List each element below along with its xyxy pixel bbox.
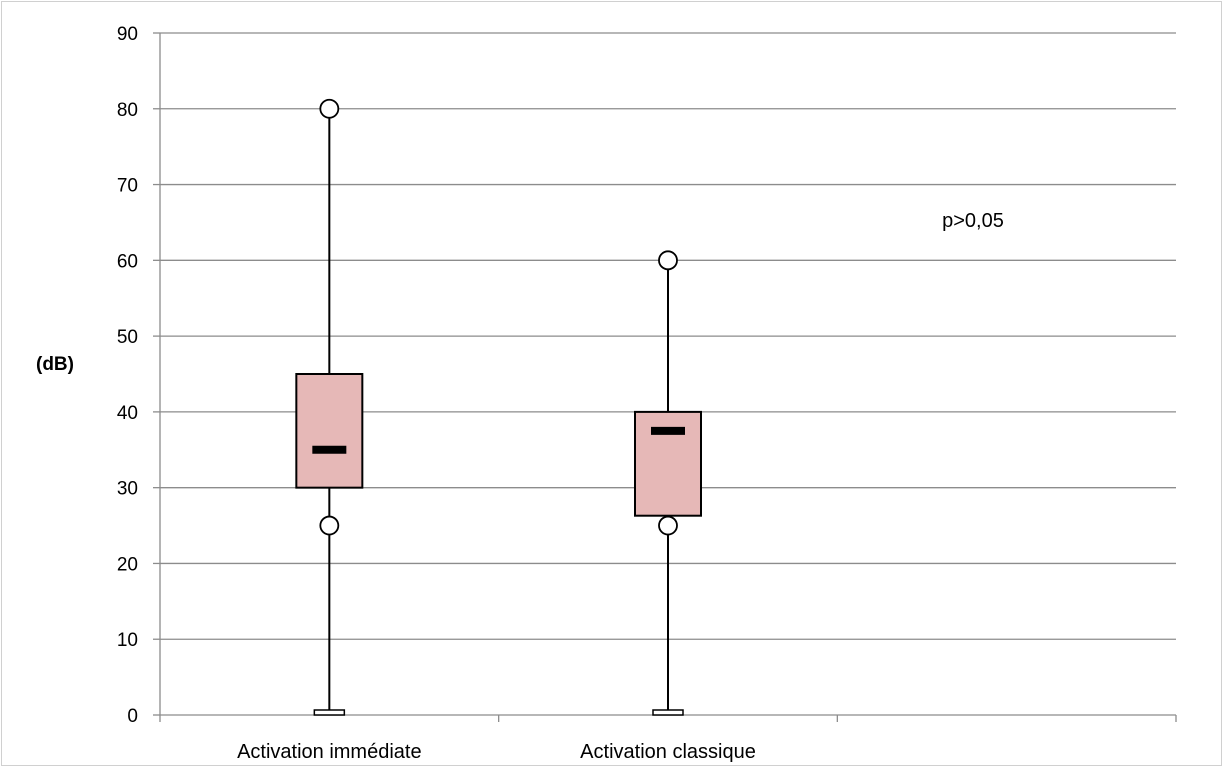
min-cap-1 [652,709,684,716]
box-0 [295,98,364,716]
y-axis-label: (dB) [36,354,74,375]
outlier-marker-1-1 [658,515,678,536]
p-value-annotation: p>0,05 [942,210,1004,232]
min-cap-0 [313,709,346,716]
x-category-labels: Activation immédiate Activation classique [237,741,756,763]
y-tick-label-80: 80 [117,100,138,121]
y-tick-label-60: 60 [117,251,138,272]
outlier-marker-0-1 [319,515,340,536]
y-tick-label-30: 30 [117,479,138,500]
y-tick-label-70: 70 [117,176,138,197]
box-1 [634,250,702,716]
category-label-1: Activation classique [580,741,756,763]
category-label-0: Activation immédiate [237,741,422,763]
y-tick-labels: 0 10 20 30 40 50 60 70 80 90 [117,24,138,727]
y-tick-label-10: 10 [117,630,138,651]
outlier-marker-1-0 [658,250,678,271]
y-tick-label-20: 20 [117,554,138,575]
boxes [295,98,702,716]
y-tick-label-90: 90 [117,24,138,45]
y-tick-label-50: 50 [117,327,138,348]
y-tick-label-0: 0 [127,706,138,727]
y-tick-label-40: 40 [117,403,138,424]
outlier-marker-0-0 [319,98,340,119]
iqr-box-0 [295,373,364,489]
